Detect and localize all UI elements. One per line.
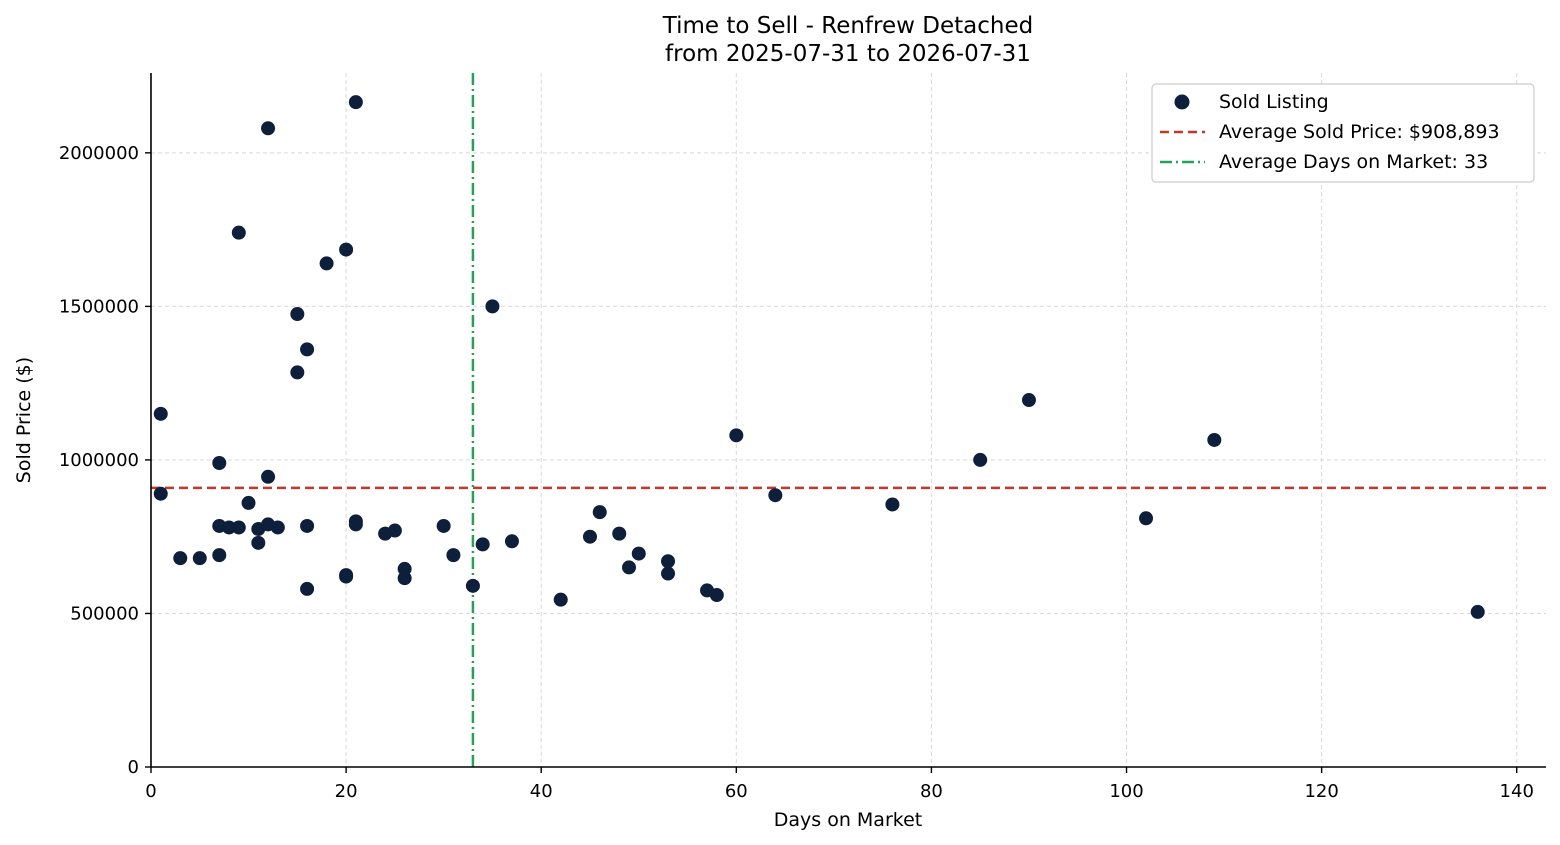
data-point bbox=[261, 469, 276, 484]
data-point bbox=[231, 225, 246, 240]
data-point bbox=[212, 548, 227, 563]
data-point bbox=[582, 529, 597, 544]
data-point bbox=[173, 551, 188, 566]
legend-label-avg-price: Average Sold Price: $908,893 bbox=[1219, 121, 1500, 143]
data-point bbox=[261, 121, 276, 136]
data-point bbox=[1139, 511, 1154, 526]
data-point bbox=[729, 428, 744, 443]
x-tick-label: 140 bbox=[1500, 781, 1534, 802]
legend-marker-sold-listing bbox=[1174, 94, 1190, 110]
y-axis-label: Sold Price ($) bbox=[13, 357, 35, 483]
data-point bbox=[231, 520, 246, 535]
data-point bbox=[222, 520, 237, 535]
data-point bbox=[504, 534, 519, 549]
data-point bbox=[592, 505, 607, 520]
data-point bbox=[290, 365, 305, 380]
data-point bbox=[885, 497, 900, 512]
y-tick-label: 1000000 bbox=[59, 450, 139, 471]
x-tick-label: 40 bbox=[530, 781, 553, 802]
legend-box bbox=[1151, 83, 1535, 183]
data-point bbox=[1207, 432, 1222, 447]
data-point bbox=[212, 455, 227, 470]
data-point bbox=[465, 578, 480, 593]
data-points bbox=[153, 95, 1485, 619]
data-point bbox=[300, 581, 315, 596]
data-point bbox=[153, 486, 168, 501]
y-tick-label: 1500000 bbox=[59, 296, 139, 317]
data-point bbox=[270, 520, 285, 535]
data-point bbox=[319, 256, 334, 271]
data-point bbox=[397, 571, 412, 586]
tick-labels: 0 20 40 60 80 100 120 140 0 500000 1000000 1500000 2… bbox=[59, 143, 1534, 802]
data-point bbox=[300, 518, 315, 533]
data-point bbox=[661, 566, 676, 581]
legend: Sold Listing Average Sold Price: $908,89… bbox=[1151, 83, 1535, 183]
chart-title-line1: Time to Sell - Renfrew Detached bbox=[662, 13, 1033, 39]
x-tick-label: 20 bbox=[335, 781, 358, 802]
data-point bbox=[973, 452, 988, 467]
legend-label-sold-listing: Sold Listing bbox=[1219, 91, 1329, 113]
data-point bbox=[339, 569, 354, 584]
data-point bbox=[612, 526, 627, 541]
data-point bbox=[631, 546, 646, 561]
x-tick-label: 100 bbox=[1109, 781, 1143, 802]
x-tick-label: 80 bbox=[920, 781, 943, 802]
data-point bbox=[661, 554, 676, 569]
data-point bbox=[241, 495, 256, 510]
x-axis-label: Days on Market bbox=[774, 809, 922, 831]
data-point bbox=[622, 560, 637, 575]
data-point bbox=[1470, 604, 1485, 619]
data-point bbox=[446, 548, 461, 563]
data-point bbox=[436, 518, 451, 533]
axes bbox=[145, 73, 1546, 773]
data-point bbox=[348, 95, 363, 110]
data-point bbox=[290, 307, 305, 322]
data-point bbox=[485, 299, 500, 314]
x-tick-label: 0 bbox=[145, 781, 156, 802]
y-tick-label: 2000000 bbox=[59, 143, 139, 164]
chart-title-line2: from 2025-07-31 to 2026-07-31 bbox=[665, 41, 1031, 67]
x-tick-label: 60 bbox=[725, 781, 748, 802]
y-tick-label: 500000 bbox=[70, 603, 139, 624]
y-tick-label: 0 bbox=[128, 757, 139, 778]
data-point bbox=[348, 517, 363, 532]
reference-lines bbox=[151, 73, 1546, 767]
data-point bbox=[475, 537, 490, 552]
data-point bbox=[251, 535, 266, 550]
data-point bbox=[709, 588, 724, 603]
data-point bbox=[300, 342, 315, 357]
data-point bbox=[553, 592, 568, 607]
data-point bbox=[153, 406, 168, 421]
legend-label-avg-days: Average Days on Market: 33 bbox=[1219, 151, 1488, 173]
data-point bbox=[1021, 393, 1036, 408]
data-point bbox=[339, 242, 354, 257]
data-point bbox=[387, 523, 402, 538]
x-tick-label: 120 bbox=[1304, 781, 1338, 802]
data-point bbox=[192, 551, 207, 566]
data-point bbox=[768, 488, 783, 503]
